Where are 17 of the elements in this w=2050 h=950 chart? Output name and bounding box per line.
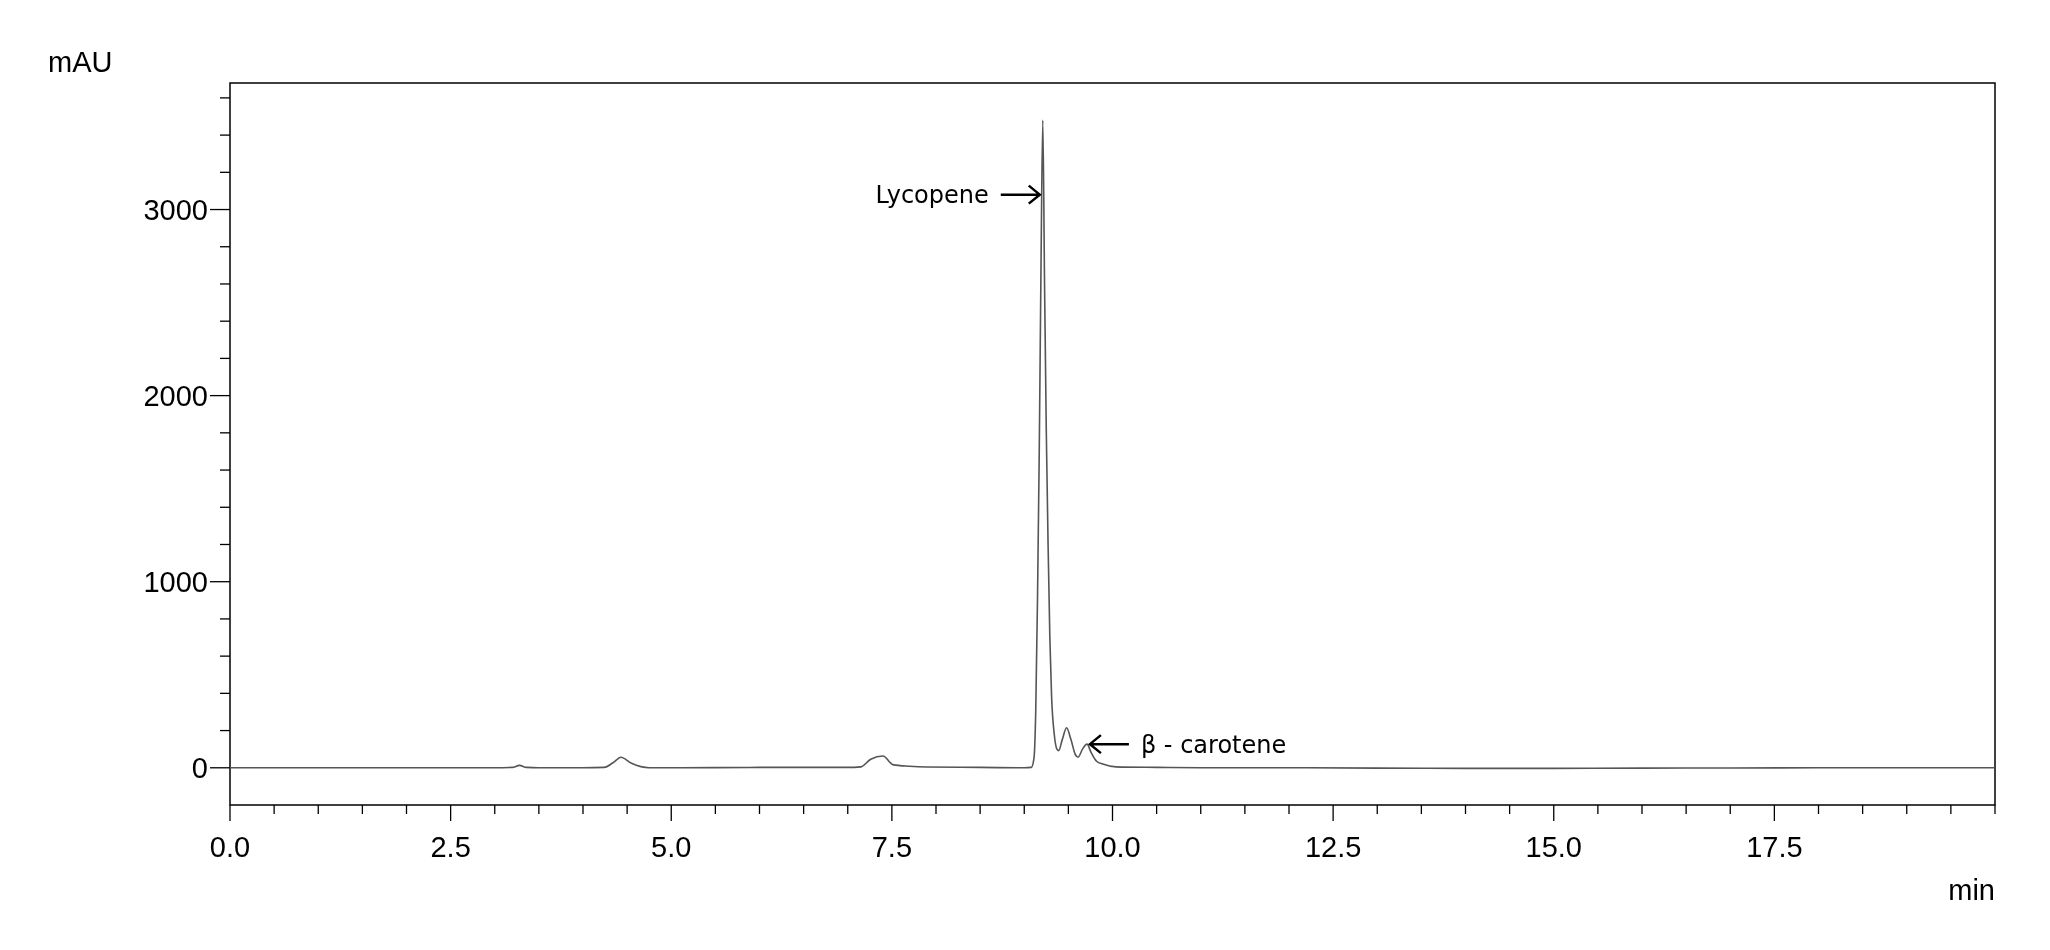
x-tick-label: 15.0	[1525, 831, 1582, 863]
line-series	[230, 119, 1995, 770]
y-tick-label: 0	[191, 751, 208, 784]
x-tick-label: 0.0	[209, 831, 251, 863]
x-tick-label: 2.5	[430, 831, 471, 863]
x-tick-label: 12.5	[1304, 831, 1362, 863]
y-tick-label: 3000	[143, 193, 208, 226]
y-tick-label: 1000	[143, 565, 208, 598]
annotation: β - carotene	[1140, 730, 1287, 759]
annotation: Lycopene	[875, 181, 989, 210]
x-tick-label: 7.5	[871, 831, 913, 863]
x-axis-title: min	[1948, 874, 1995, 906]
y-axis-title: mAU	[48, 46, 113, 78]
x-tick-label: 17.5	[1746, 831, 1803, 863]
x-tick-label: 5.0	[651, 831, 692, 863]
y-tick-label: 2000	[143, 379, 208, 412]
x-tick-label: 10.0	[1084, 831, 1141, 863]
